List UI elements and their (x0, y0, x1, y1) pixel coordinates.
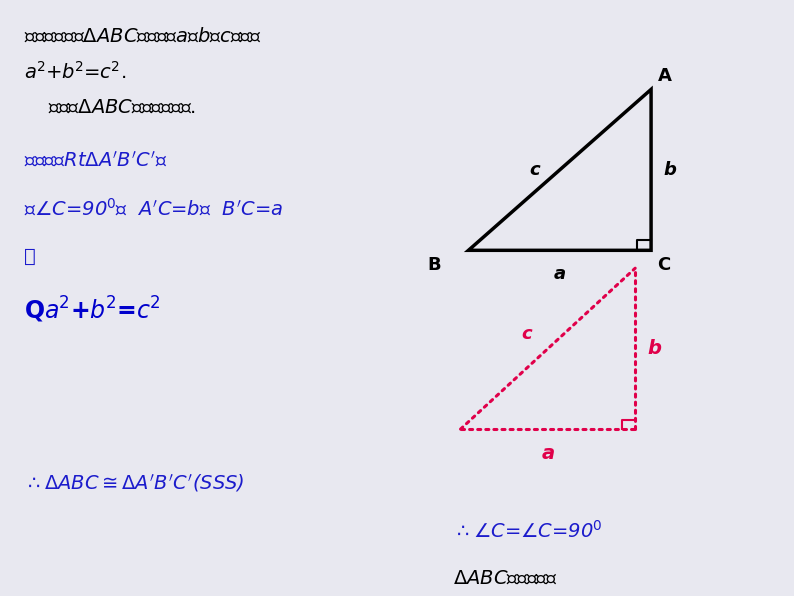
Text: 使$\angle \mathit{C}$=90$^0$，  $\mathit{A'C}$=$\mathit{b}$，  $\mathit{B'C}$=$\mat: 使$\angle \mathit{C}$=90$^0$， $\mathit{A'… (24, 198, 283, 219)
Text: $\therefore$$\mathit{\Delta ABC}$$\cong$$\mathit{\Delta A'B'C'}$($\mathit{SSS}$): $\therefore$$\mathit{\Delta ABC}$$\cong$… (24, 472, 245, 493)
Text: C: C (657, 256, 671, 274)
Text: 证明：作$\mathit{Rt\Delta A'B'C'}$，: 证明：作$\mathit{Rt\Delta A'B'C'}$， (24, 151, 167, 171)
Text: c: c (522, 325, 532, 343)
Text: $\therefore\angle \mathit{C}$=$\angle \mathit{C}$=90$^0$: $\therefore\angle \mathit{C}$=$\angle \m… (453, 520, 602, 541)
Text: Q$\mathit{a}$$^2$+$\mathit{b}$$^2$=$\mathit{c}$$^2$: Q$\mathit{a}$$^2$+$\mathit{b}$$^2$=$\mat… (24, 295, 160, 325)
Text: B: B (427, 256, 441, 274)
Text: 求证：$\mathit{\Delta ABC}$是直角三角形.: 求证：$\mathit{\Delta ABC}$是直角三角形. (48, 98, 195, 117)
Text: c: c (530, 161, 540, 179)
Text: b: b (663, 161, 676, 179)
Text: a: a (542, 444, 554, 463)
Text: b: b (647, 339, 661, 358)
Text: $\mathit{a}$$^2$+$\mathit{b}$$^2$=$\mathit{c}$$^2$.: $\mathit{a}$$^2$+$\mathit{b}$$^2$=$\math… (24, 61, 126, 82)
Text: 已知：如图，$\mathit{\Delta ABC}$的三边长$\mathit{a}$，$\mathit{b}$，$\mathit{c}$，满足: 已知：如图，$\mathit{\Delta ABC}$的三边长$\mathit{… (24, 26, 262, 45)
Text: 则: 则 (24, 247, 36, 266)
Text: a: a (553, 265, 566, 283)
Text: $\mathit{\Delta ABC}$是直角三角: $\mathit{\Delta ABC}$是直角三角 (453, 569, 557, 588)
Text: A: A (657, 67, 671, 85)
